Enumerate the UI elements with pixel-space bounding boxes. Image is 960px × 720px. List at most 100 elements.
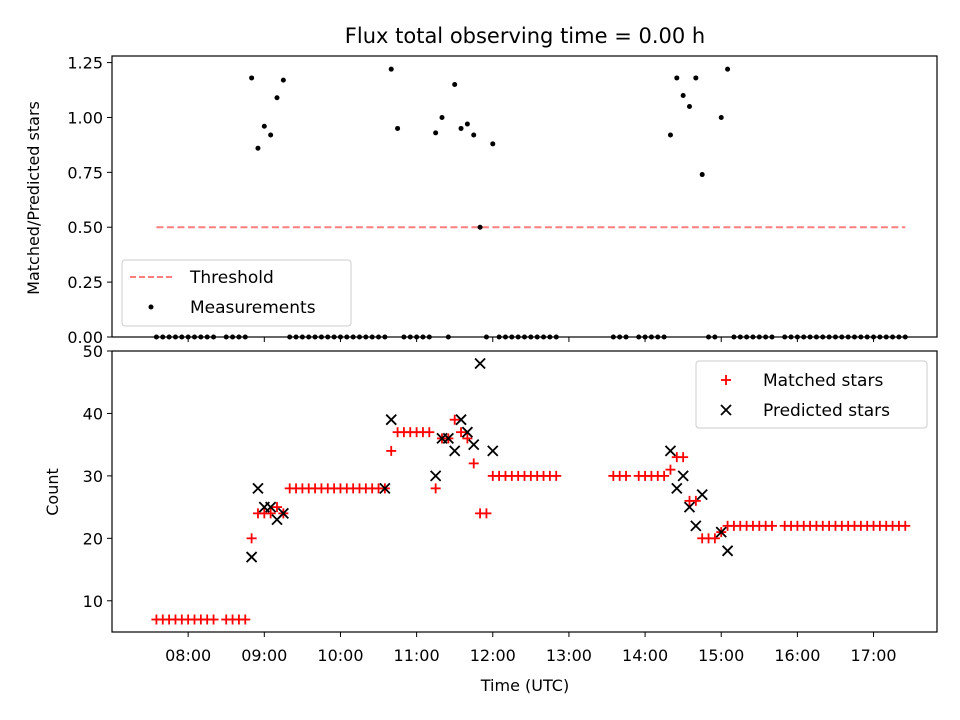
top-plot-marks [153,66,908,340]
measurement-point [458,125,464,131]
matched-star-point [709,533,720,544]
predicted-star-point [385,414,397,426]
measurement-point [433,130,439,136]
bottom-xlabel: Time (UTC) [480,676,569,695]
matched-star-point [449,414,460,425]
predicted-star-point [677,470,689,482]
matched-star-point [246,533,257,544]
measurement-point [388,66,394,72]
predicted-star-point [430,470,442,482]
predicted-star-point [696,488,708,501]
legend-predicted-marker [720,404,732,416]
top-y-ticks: 0.00 0.25 0.50 0.75 1.00 1.25 [67,54,112,347]
bottom-x-tick-label: 14:00 [622,646,668,665]
legend-threshold-label: Threshold [189,268,274,288]
measurement-point [395,125,401,131]
top-y-tick-label: 0.00 [67,328,103,347]
bottom-y-tick-label: 30 [83,467,103,486]
matched-star-point [621,470,632,481]
measurement-point [471,132,477,138]
measurement-point [667,132,673,138]
legend-predicted-swatch [720,404,732,416]
bottom-x-tick-label: 15:00 [698,646,744,665]
predicted-star-point [683,501,696,513]
matched-star-point [208,614,219,625]
predicted-star-point [664,445,677,457]
measurement-point [255,145,261,151]
measurement-point [699,172,705,178]
bottom-y-tick-label: 20 [83,529,103,548]
legend-matched-label: Matched stars [763,371,883,391]
matched-star-point [386,445,397,456]
top-y-tick-label: 1.25 [67,54,103,73]
top-legend: Threshold Measurements [121,259,352,327]
bottom-x-tick-label: 17:00 [850,646,896,665]
measurement-point [439,114,445,120]
bottom-x-tick-label: 09:00 [241,646,287,665]
bottom-y-tick-label: 40 [83,404,103,423]
top-x-ticks [187,337,875,342]
predicted-star-point [487,445,499,457]
predicted-star-point [379,482,391,495]
matched-star-point [665,464,676,475]
matched-star-point [481,508,492,519]
measurement-point [490,141,496,147]
measurement-point [477,224,483,230]
predicted-star-point [671,482,683,495]
matched-star-point [678,452,689,463]
legend-predicted-label: Predicted stars [763,401,890,421]
bottom-plot-marks [151,357,911,625]
predicted-star-point [277,507,289,519]
matched-star-point [690,495,701,506]
matched-star-point [551,470,562,481]
predicted-star-point [265,501,277,513]
bottom-ylabel: Count [43,468,62,516]
legend-matched-marker [721,375,731,385]
bottom-x-ticks: 08:00 09:00 10:00 11:00 12:00 13:00 14:00 15:00… [165,632,897,665]
bottom-legend-box [695,360,928,429]
legend-measurements-swatch [148,304,154,310]
top-axes-frame [111,55,938,338]
measurement-point [718,114,724,120]
top-y-tick-label: 0.75 [67,163,103,182]
predicted-star-point [474,357,486,370]
matched-star-point [424,427,435,438]
matched-star-point [659,470,670,481]
predicted-star-point [461,426,474,438]
matched-star-point [272,502,282,513]
top-y-tick-label: 0.25 [67,273,103,292]
bottom-x-tick-label: 10:00 [317,646,363,665]
predicted-star-point [455,414,467,426]
matched-star-point [265,508,276,519]
measurement-point [249,75,255,81]
top-y-tick-label: 0.50 [67,218,103,237]
matched-star-point [456,427,467,438]
measurement-point [674,75,680,81]
measurement-point [687,103,692,109]
matched-star-point [767,520,777,531]
matched-star-point [240,614,251,625]
legend-matched-swatch [721,375,731,385]
bottom-x-tick-label: 16:00 [774,646,820,665]
measurement-point [464,121,470,127]
predicted-star-point [252,482,264,495]
measurement-point [452,82,458,88]
measurement-point [680,93,686,99]
matched-star-point [462,433,473,444]
predicted-star-point [721,545,734,557]
bottom-x-tick-label: 13:00 [546,646,592,665]
measurement-point [693,75,699,81]
measurement-point [274,95,280,101]
measurement-point [280,77,286,83]
bottom-panel: Count Time (UTC) 10 20 30 40 50 08:00 09:00 10… [43,342,938,695]
matched-star-point [900,520,911,531]
bottom-axes-frame [111,350,938,633]
top-y-tick-label: 1.00 [67,108,103,127]
legend-measurements-label: Measurements [190,298,316,318]
top-legend-box [121,259,352,327]
predicted-star-point [245,551,258,563]
predicted-star-point [690,520,702,532]
chart-title: Flux total observing time = 0.00 h [345,24,705,48]
